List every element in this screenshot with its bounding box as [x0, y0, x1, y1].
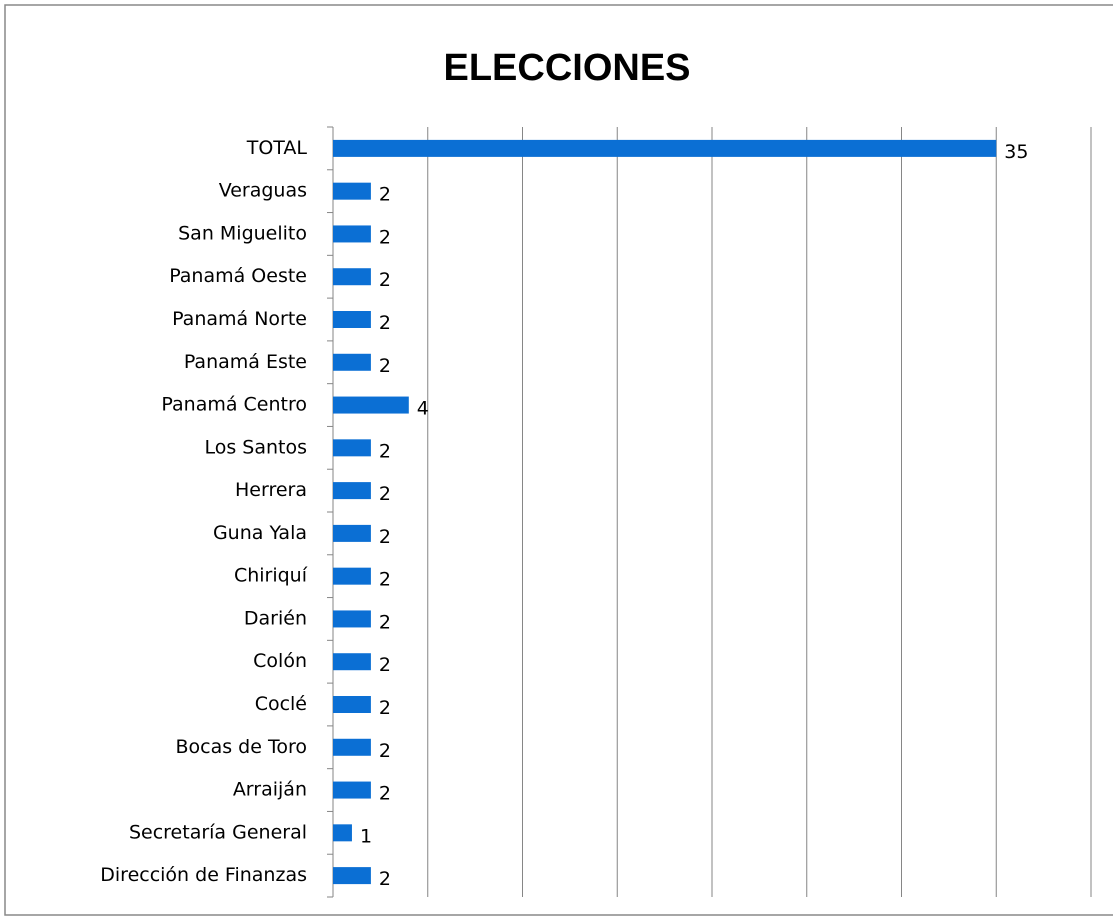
y-tick-label: Darién — [244, 607, 307, 629]
y-tick-label: Bocas de Toro — [176, 736, 308, 758]
value-label: 2 — [379, 611, 391, 633]
value-label: 2 — [379, 783, 391, 805]
bar — [333, 867, 371, 885]
y-tick-label: Panamá Oeste — [169, 265, 307, 287]
value-label: 2 — [379, 440, 391, 462]
value-label: 2 — [379, 654, 391, 676]
y-tick-label: Guna Yala — [213, 522, 307, 544]
bar — [333, 353, 371, 371]
bar — [333, 225, 371, 243]
bar — [333, 482, 371, 500]
bar — [333, 396, 409, 414]
bar — [333, 781, 371, 799]
bar — [333, 610, 371, 628]
value-label: 2 — [379, 184, 391, 206]
y-tick-label: Panamá Centro — [161, 394, 307, 416]
value-label: 4 — [417, 398, 429, 420]
value-label: 2 — [379, 526, 391, 548]
value-label: 2 — [379, 868, 391, 890]
value-label: 2 — [379, 740, 391, 762]
bar — [333, 439, 371, 457]
value-label: 2 — [379, 312, 391, 334]
value-label: 2 — [379, 569, 391, 591]
bar — [333, 182, 371, 200]
value-label: 2 — [379, 226, 391, 248]
y-tick-label: Panamá Norte — [172, 308, 307, 330]
y-tick-label: Veraguas — [219, 180, 307, 202]
value-label: 35 — [1004, 141, 1028, 163]
y-tick-label: Secretaría General — [129, 821, 307, 843]
bar — [333, 738, 371, 756]
y-tick-label: Panamá Este — [184, 351, 307, 373]
bar — [333, 268, 371, 286]
chart-title: ELECCIONES — [443, 47, 690, 89]
y-tick-label: TOTAL — [246, 137, 308, 159]
bar — [333, 311, 371, 328]
bar — [333, 139, 997, 157]
value-label: 2 — [379, 355, 391, 377]
bar — [333, 524, 371, 542]
value-label: 1 — [360, 825, 372, 847]
value-label: 2 — [379, 697, 391, 719]
bar — [333, 696, 371, 713]
y-tick-label: Coclé — [255, 693, 307, 715]
value-label: 2 — [379, 483, 391, 505]
bar — [333, 567, 371, 585]
y-tick-label: Arraiján — [233, 779, 307, 801]
bar — [333, 653, 371, 671]
y-tick-label: Dirección de Finanzas — [100, 864, 307, 886]
y-tick-label: Los Santos — [204, 436, 307, 458]
bar — [333, 824, 352, 842]
y-tick-label: Colón — [253, 650, 307, 672]
value-label: 2 — [379, 269, 391, 291]
y-tick-label: San Miguelito — [178, 222, 307, 244]
y-tick-label: Herrera — [235, 479, 307, 501]
y-tick-label: Chiriquí — [234, 565, 308, 587]
